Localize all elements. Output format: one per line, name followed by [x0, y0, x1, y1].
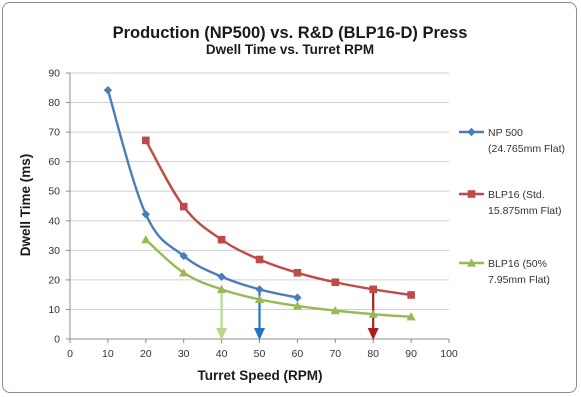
y-tick-label: 60: [48, 156, 60, 168]
x-tick-labels: 0 10 20 30 40 50 60 70 80 90 100: [67, 348, 458, 360]
series-line: [106, 89, 298, 299]
x-tick-label: 70: [329, 348, 341, 360]
y-tick-label: 70: [48, 127, 60, 139]
legend-label: BLP16 (Std.: [488, 189, 545, 201]
y-tick-label: 90: [48, 68, 60, 80]
legend-marker: [466, 258, 477, 267]
gridlines: [70, 72, 449, 310]
x-tick-label: 10: [102, 348, 114, 360]
series-3: [141, 235, 416, 321]
legend-label: NP 500: [488, 127, 523, 139]
x-axis-title: Turret Speed (RPM): [197, 368, 322, 383]
legend-entry-3: BLP16 (50% 7.95mm Flat): [459, 258, 550, 286]
annotation-arrow-head: [254, 328, 265, 340]
chart-frame: [2, 2, 577, 393]
y-axis-title: Dwell Time (ms): [18, 154, 33, 257]
data-point: [331, 278, 340, 287]
annotation-arrow-head: [367, 328, 379, 340]
series-2: [142, 136, 415, 299]
data-point: [406, 312, 416, 321]
series-line: [145, 238, 412, 319]
data-point: [255, 255, 264, 264]
x-tick-label: 50: [254, 348, 266, 360]
x-tick-label: 40: [216, 348, 228, 360]
y-tick-labels: 0 10 20 30 40 50 60 70 80 90: [48, 68, 60, 346]
legend-entry-1: NP 500 (24.765mm Flat): [459, 127, 565, 155]
data-point: [292, 301, 302, 310]
x-tick-label: 0: [67, 348, 73, 360]
data-point: [217, 272, 226, 281]
x-tick-label: 100: [440, 348, 458, 360]
annotation-arrows: [216, 289, 379, 340]
x-tick-label: 80: [367, 348, 379, 360]
data-point: [330, 306, 340, 315]
chart-subtitle: Dwell Time vs. Turret RPM: [206, 42, 374, 57]
data-point: [141, 235, 151, 244]
legend: NP 500 (24.765mm Flat) BLP16 (Std. 15.875mm…: [459, 127, 565, 286]
chart-title: Production (NP500) vs. R&D (BLP16-D) Pre…: [113, 24, 468, 42]
series-1: [103, 85, 302, 302]
data-point: [217, 284, 227, 293]
data-point: [179, 202, 188, 211]
legend-label: 7.95mm Flat): [488, 274, 550, 286]
data-point: [407, 291, 415, 299]
data-point: [179, 251, 188, 261]
data-point: [141, 210, 150, 219]
data-point: [369, 285, 377, 294]
legend-label: (24.765mm Flat): [488, 143, 565, 155]
x-tick-label: 30: [178, 348, 190, 360]
legend-marker: [467, 190, 476, 198]
data-point: [142, 136, 150, 145]
y-tick-label: 10: [48, 304, 60, 316]
y-tick-label: 30: [48, 245, 60, 257]
y-tick-label: 0: [54, 334, 60, 346]
annotation-arrow-head: [216, 328, 228, 340]
x-tick-label: 60: [292, 348, 304, 360]
y-tick-label: 50: [48, 186, 60, 198]
data-series: [103, 85, 416, 321]
legend-label: 15.875mm Flat): [488, 205, 562, 217]
y-tick-label: 40: [48, 215, 60, 227]
data-point: [103, 85, 113, 95]
x-tick-label: 20: [140, 348, 152, 360]
data-point: [255, 285, 264, 294]
legend-marker: [467, 127, 476, 137]
data-point: [293, 268, 302, 277]
legend-entry-2: BLP16 (Std. 15.875mm Flat): [459, 189, 562, 217]
data-point: [179, 268, 189, 277]
x-tick-label: 90: [405, 348, 417, 360]
data-point: [293, 293, 302, 302]
data-point: [217, 235, 226, 244]
data-point: [254, 294, 265, 303]
data-point: [368, 309, 378, 318]
legend-label: BLP16 (50%: [488, 258, 547, 270]
y-tick-label: 80: [48, 97, 60, 109]
y-tick-label: 20: [48, 274, 60, 286]
